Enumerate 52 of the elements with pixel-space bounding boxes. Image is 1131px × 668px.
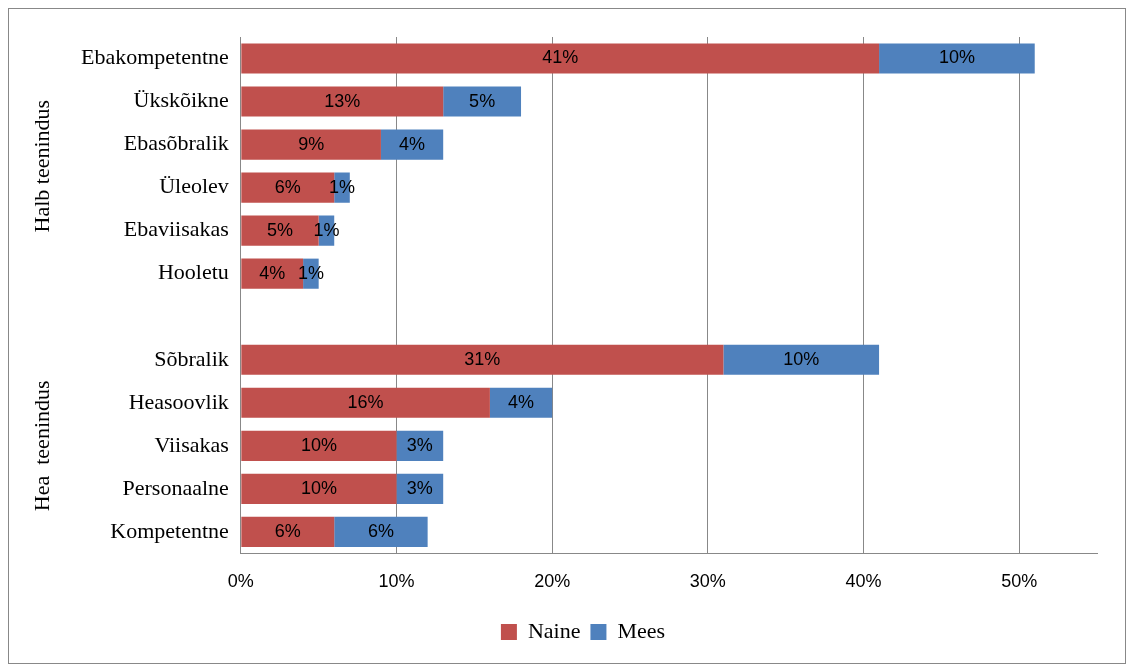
- y-tick-label: Ebasõbralik: [123, 130, 229, 156]
- bar: [723, 344, 880, 375]
- data-label: 9%: [298, 133, 325, 154]
- data-label: 3%: [406, 477, 433, 498]
- y-tick-label: Ükskõikne: [133, 87, 229, 113]
- bar: [241, 344, 724, 375]
- data-label: 4%: [399, 133, 426, 154]
- y-tick-label: Kompetentne: [110, 517, 229, 543]
- bar: [241, 86, 444, 117]
- data-label: 10%: [300, 434, 337, 455]
- data-label: 3%: [406, 434, 433, 455]
- x-tick-label: 50%: [1001, 571, 1038, 592]
- text: Hea teenindus: [28, 380, 54, 512]
- y-tick-label: Viisakas: [154, 431, 229, 457]
- bar: [241, 387, 490, 418]
- data-label: 4%: [508, 391, 535, 412]
- bar: [879, 43, 1035, 74]
- bar: [241, 430, 397, 461]
- data-label: 16%: [347, 391, 384, 412]
- legend-label: Naine: [527, 617, 581, 643]
- data-label: 10%: [300, 477, 337, 498]
- data-label: 10%: [783, 348, 820, 369]
- bar: [241, 129, 381, 160]
- y-tick-label: Ebaviisakas: [123, 216, 229, 242]
- bar: [443, 86, 522, 117]
- y-tick-label: Üleolev: [159, 173, 229, 199]
- x-tick-label: 20%: [534, 571, 571, 592]
- bar: [334, 516, 428, 547]
- y-tick-label: Hooletu: [157, 259, 229, 285]
- data-label: 6%: [274, 176, 301, 197]
- data-label: 6%: [274, 520, 301, 541]
- bar: [241, 43, 880, 74]
- data-label: 5%: [469, 90, 496, 111]
- data-label: 41%: [542, 47, 579, 68]
- x-tick-label: 0%: [227, 571, 254, 592]
- x-tick-label: 40%: [845, 571, 882, 592]
- x-tick-label: 10%: [378, 571, 415, 592]
- bar: [241, 516, 335, 547]
- data-label: 31%: [464, 348, 501, 369]
- data-label: 5%: [266, 219, 294, 240]
- legend-label: Mees: [617, 617, 666, 643]
- y-tick-label: Personaalne: [122, 474, 229, 500]
- data-label: 13%: [324, 90, 361, 111]
- y-tick-label: Ebakompetentne: [80, 44, 229, 70]
- x-tick-label: 30%: [689, 571, 726, 592]
- y-tick-label: Heasoovlik: [128, 388, 229, 414]
- bar: [241, 473, 397, 504]
- text: Halb teenindus: [28, 99, 54, 233]
- data-label: 4%: [259, 262, 286, 283]
- y-tick-label: Sõbralik: [154, 345, 229, 371]
- data-label: 10%: [938, 47, 975, 68]
- data-label: 6%: [367, 520, 394, 541]
